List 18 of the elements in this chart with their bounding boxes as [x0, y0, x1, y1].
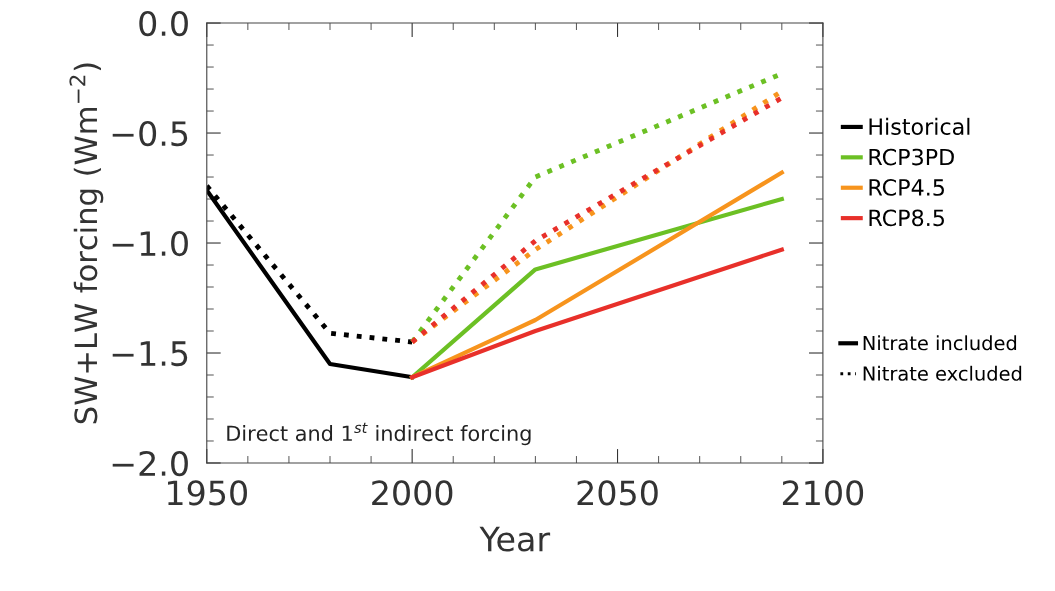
text: Nitrate excluded: [863, 365, 1022, 381]
annotation: Direct and 1$^{st}$ indirect forcing: [227, 422, 531, 446]
y-axis-title: SW+LW forcing (Wm$^{−2}$): [69, 63, 104, 424]
x-tick-label: 2100: [782, 480, 864, 506]
y-tick-label: 0.0: [139, 10, 188, 37]
text: Nitrate included: [863, 335, 1017, 351]
x-axis-title: Year: [479, 526, 551, 552]
y-tick-label: −2.0: [112, 450, 188, 477]
y-tick-label: −1.5: [112, 341, 188, 367]
y-tick-label: −0.5: [112, 120, 188, 147]
legend-label: RCP8.5: [869, 209, 944, 227]
legend-label: Historical: [869, 117, 970, 136]
x-tick-label: 1950: [168, 480, 247, 506]
x-tick-label: 2050: [577, 480, 658, 506]
x-tick-label: 2000: [372, 480, 453, 506]
y-tick-label: −1.0: [112, 230, 188, 257]
legend-label: RCP3PD: [869, 148, 954, 166]
legend-label: RCP4.5: [869, 179, 944, 196]
